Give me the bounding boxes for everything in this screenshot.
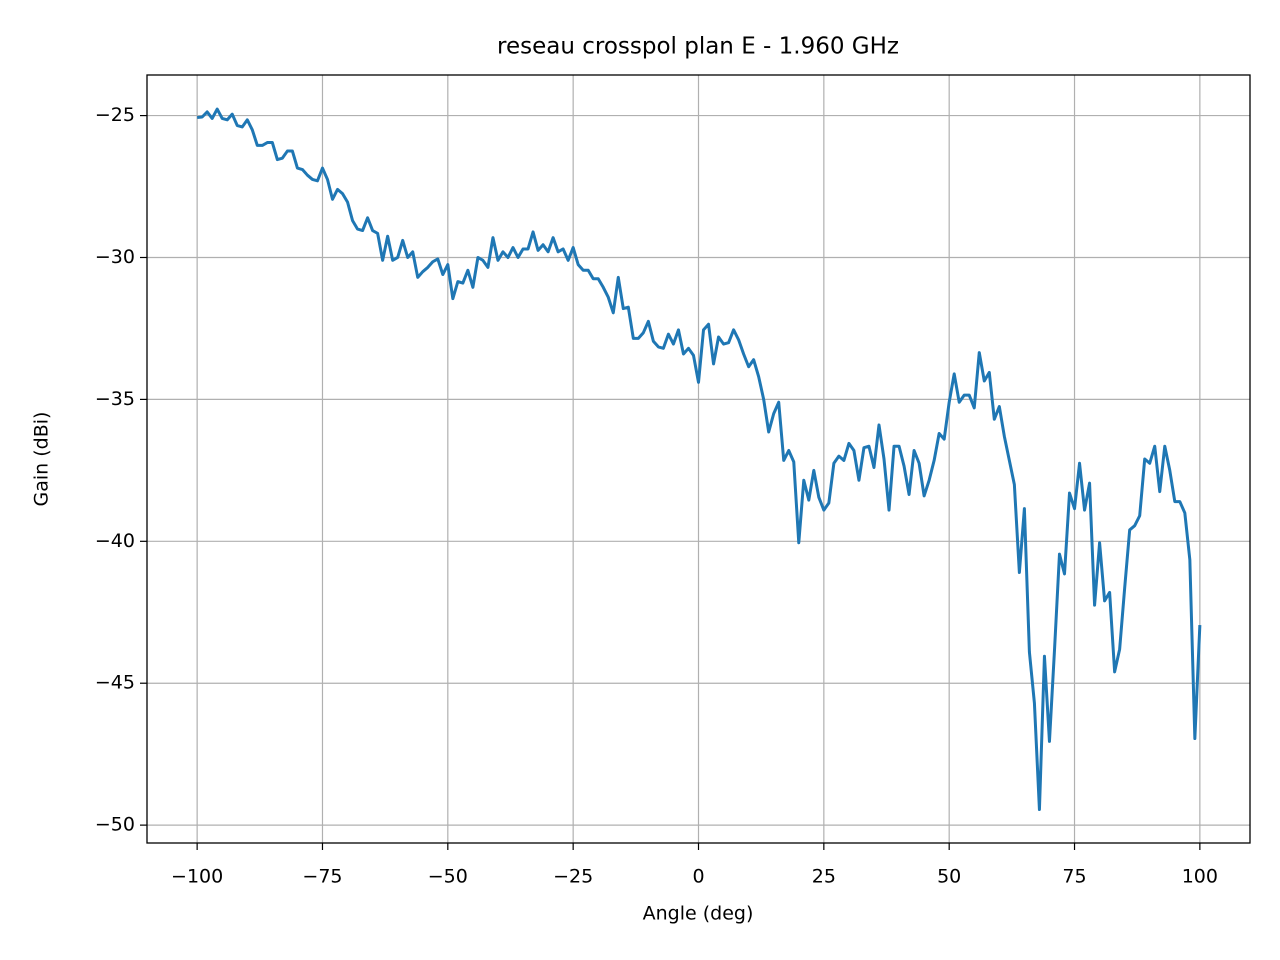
y-tick-label: −50 bbox=[95, 814, 135, 836]
x-tick-label: −25 bbox=[553, 866, 593, 888]
x-tick-label: −75 bbox=[302, 866, 342, 888]
y-tick-label: −40 bbox=[95, 530, 135, 552]
x-tick-label: −100 bbox=[171, 866, 223, 888]
chart-title: reseau crosspol plan E - 1.960 GHz bbox=[497, 34, 899, 60]
y-tick-label: −25 bbox=[95, 104, 135, 126]
x-axis-label: Angle (deg) bbox=[643, 903, 754, 925]
x-tick-label: −50 bbox=[428, 866, 468, 888]
y-tick-label: −45 bbox=[95, 672, 135, 694]
x-tick-label: 75 bbox=[1062, 866, 1086, 888]
x-tick-label: 100 bbox=[1182, 866, 1218, 888]
x-tick-label: 0 bbox=[692, 866, 704, 888]
y-tick-label: −30 bbox=[95, 246, 135, 268]
plot-frame bbox=[146, 74, 1251, 844]
y-axis-label: Gain (dBi) bbox=[31, 412, 53, 507]
data-line bbox=[196, 107, 1202, 812]
y-tick-label: −35 bbox=[95, 388, 135, 410]
x-tick-label: 50 bbox=[937, 866, 961, 888]
x-tick-label: 25 bbox=[812, 866, 836, 888]
